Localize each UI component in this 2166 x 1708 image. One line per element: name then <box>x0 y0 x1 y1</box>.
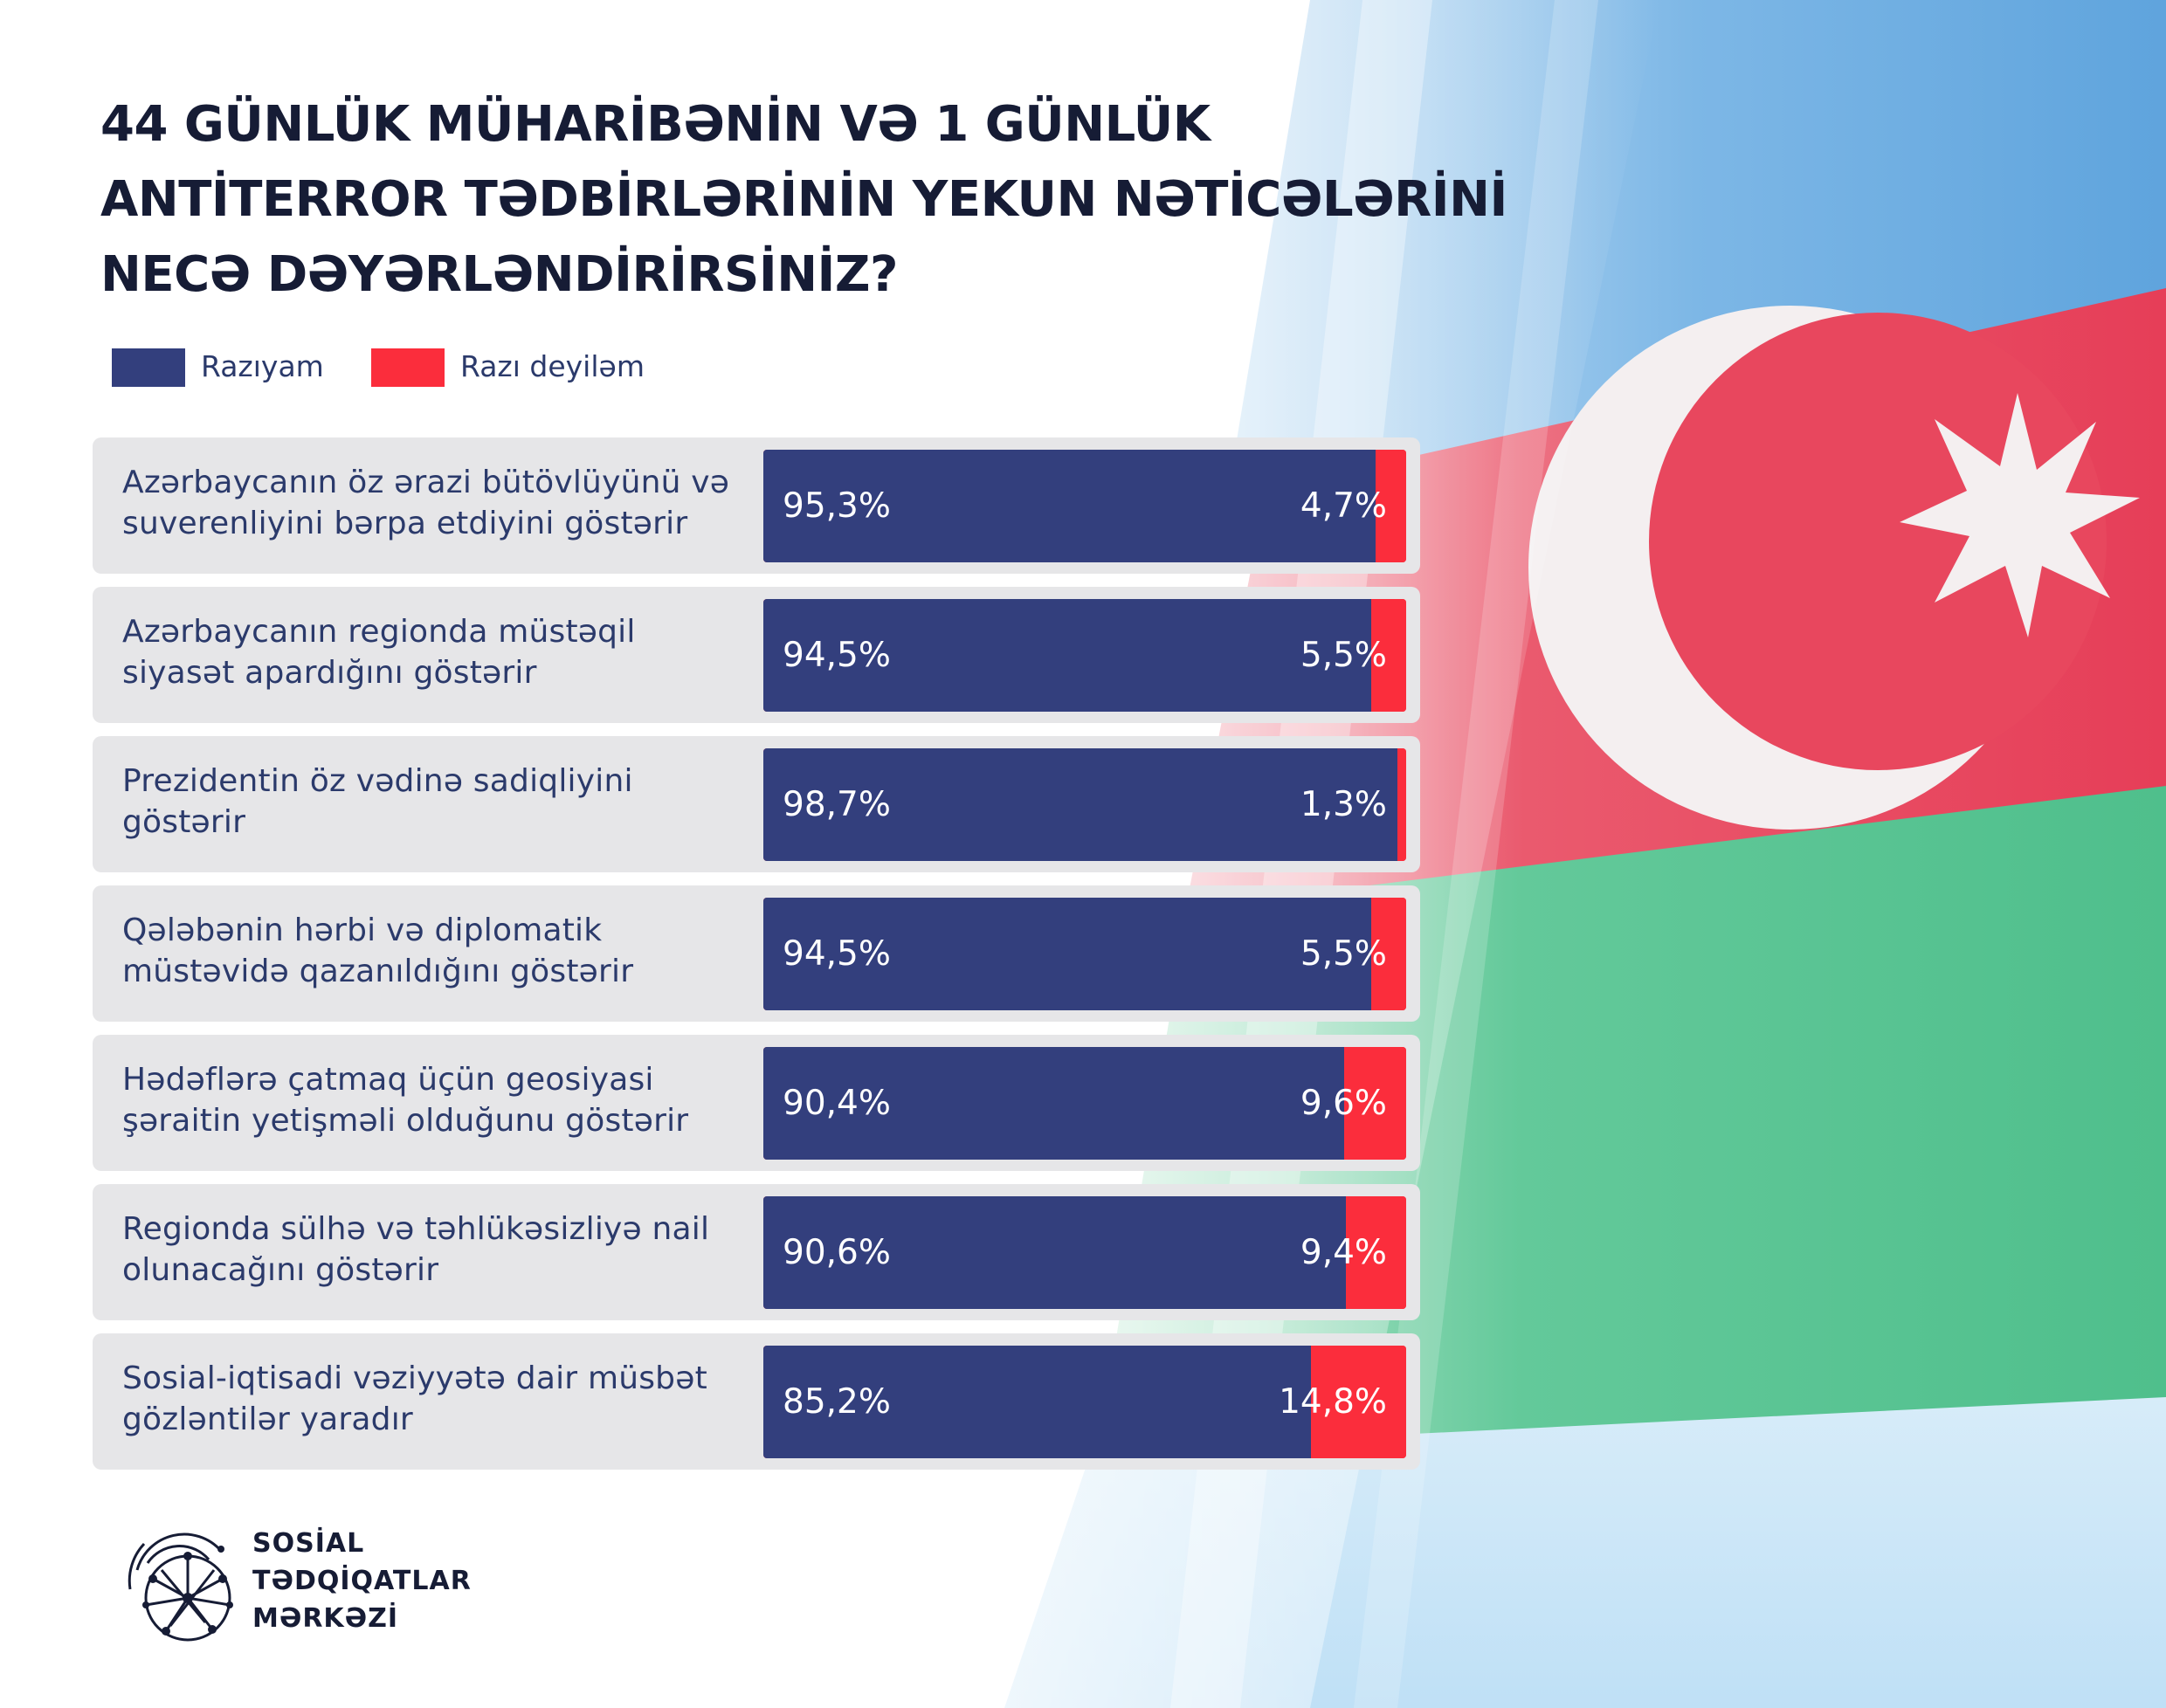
bar-segment-agree <box>763 599 1371 712</box>
title-line-2: ANTİTERROR TƏDBİRLƏRİNİN YEKUN NƏTİCƏLƏR… <box>100 171 1507 228</box>
stacked-bar: 94,5% 5,5% <box>763 599 1406 712</box>
chart-row: Sosial-iqtisadi vəziyyətə dair müsbət gö… <box>93 1333 1420 1470</box>
chart-title: 44 GÜNLÜK MÜHARİBƏNİN VƏ 1 GÜNLÜK ANTİTE… <box>100 87 1507 313</box>
chart-row: Azərbaycanın öz ərazi bütövlüyünü və suv… <box>93 437 1420 574</box>
stacked-bar: 94,5% 5,5% <box>763 898 1406 1010</box>
bar-segment-disagree <box>1346 1196 1406 1309</box>
organization-line-2: TƏDQİQATLAR <box>252 1566 472 1596</box>
category-label: Regionda sülhə və təhlükəsizliyə nail ol… <box>122 1211 710 1288</box>
bar-segment-disagree <box>1376 450 1406 562</box>
title-line-1: 44 GÜNLÜK MÜHARİBƏNİN VƏ 1 GÜNLÜK <box>100 96 1211 153</box>
value-label-disagree: 5,5% <box>1300 636 1387 675</box>
value-label-agree: 94,5% <box>783 934 891 974</box>
bar-segment-disagree <box>1397 748 1406 861</box>
organization-line-1: SOSİAL <box>252 1528 365 1559</box>
value-label-disagree: 9,6% <box>1300 1084 1387 1123</box>
bar-segment-disagree <box>1311 1346 1406 1458</box>
legend-swatch-agree <box>112 348 185 387</box>
organization-name: SOSİAL TƏDQİQATLAR MƏRKƏZİ <box>252 1525 472 1637</box>
category-label: Qələbənin hərbi və diplomatik müstəvidə … <box>122 913 634 989</box>
bar-segment-disagree <box>1344 1047 1406 1160</box>
stacked-bar: 95,3% 4,7% <box>763 450 1406 562</box>
bar-segment-disagree <box>1371 898 1406 1010</box>
chart-row: Prezidentin öz vədinə sadiqliyini göstər… <box>93 736 1420 872</box>
stacked-bar: 98,7% 1,3% <box>763 748 1406 861</box>
chart-row: Azərbaycanın regionda müstəqil siyasət a… <box>93 587 1420 723</box>
stacked-bar: 90,4% 9,6% <box>763 1047 1406 1160</box>
bar-segment-agree <box>763 1346 1311 1458</box>
value-label-agree: 85,2% <box>783 1382 891 1422</box>
value-label-agree: 90,4% <box>783 1084 891 1123</box>
bar-segment-agree <box>763 1047 1344 1160</box>
bar-segment-agree <box>763 898 1371 1010</box>
stacked-bar: 85,2% 14,8% <box>763 1346 1406 1458</box>
stacked-bar: 90,6% 9,4% <box>763 1196 1406 1309</box>
legend-label-disagree: Razı deyiləm <box>460 349 645 383</box>
category-label: Sosial-iqtisadi vəziyyətə dair müsbət gö… <box>122 1360 707 1437</box>
value-label-disagree: 1,3% <box>1300 785 1387 824</box>
value-label-agree: 98,7% <box>783 785 891 824</box>
legend-label-agree: Razıyam <box>201 349 324 383</box>
value-label-disagree: 5,5% <box>1300 934 1387 974</box>
bar-segment-agree <box>763 450 1376 562</box>
title-line-3: NECƏ DƏYƏRLƏNDİRİRSİNİZ? <box>100 246 898 303</box>
legend-swatch-disagree <box>371 348 445 387</box>
category-label: Azərbaycanın regionda müstəqil siyasət a… <box>122 614 636 691</box>
chart-row: Hədəflərə çatmaq üçün geosiyasi şəraitin… <box>93 1035 1420 1171</box>
value-label-disagree: 9,4% <box>1300 1233 1387 1272</box>
bar-segment-agree <box>763 748 1397 861</box>
value-label-agree: 95,3% <box>783 486 891 526</box>
value-label-agree: 90,6% <box>783 1233 891 1272</box>
category-label: Azərbaycanın öz ərazi bütövlüyünü və suv… <box>122 465 730 541</box>
network-globe-logo-icon <box>128 1532 233 1642</box>
chart-row: Qələbənin hərbi və diplomatik müstəvidə … <box>93 885 1420 1022</box>
value-label-disagree: 14,8% <box>1279 1382 1387 1422</box>
category-label: Hədəflərə çatmaq üçün geosiyasi şəraitin… <box>122 1062 689 1139</box>
chart-row: Regionda sülhə və təhlükəsizliyə nail ol… <box>93 1184 1420 1320</box>
value-label-disagree: 4,7% <box>1300 486 1387 526</box>
bar-segment-disagree <box>1371 599 1406 712</box>
category-label: Prezidentin öz vədinə sadiqliyini göstər… <box>122 763 633 840</box>
organization-line-3: MƏRKƏZİ <box>252 1603 399 1634</box>
value-label-agree: 94,5% <box>783 636 891 675</box>
bar-segment-agree <box>763 1196 1346 1309</box>
